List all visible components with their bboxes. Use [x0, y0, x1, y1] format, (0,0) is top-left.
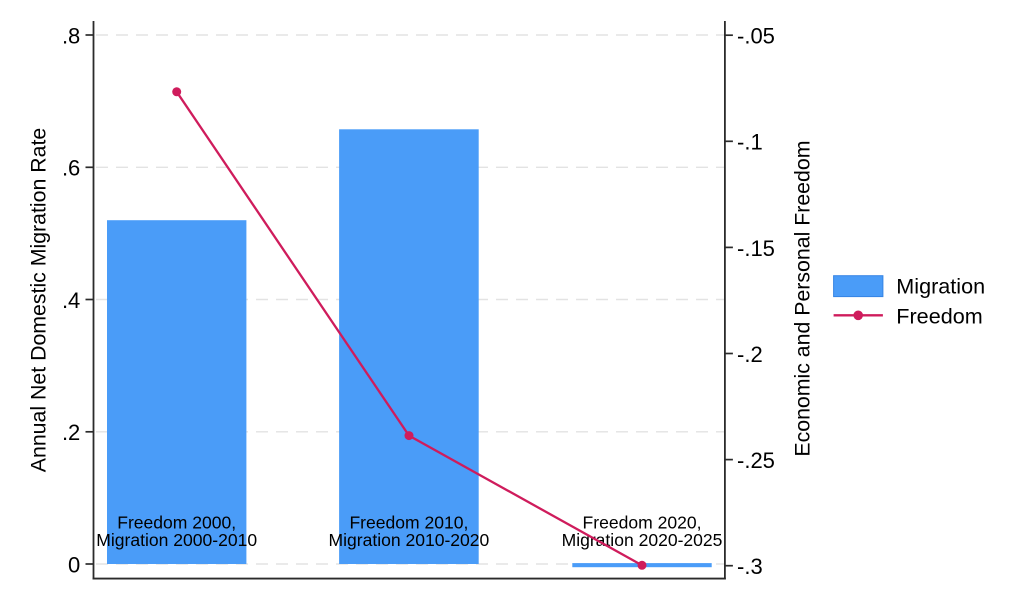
svg-text:.8: .8 [62, 23, 80, 48]
svg-text:Migration 2000-2010: Migration 2000-2010 [96, 530, 257, 550]
svg-text:Freedom 2020,: Freedom 2020, [583, 512, 702, 532]
svg-text:0: 0 [68, 552, 80, 577]
svg-text:.6: .6 [62, 156, 80, 181]
svg-text:-.1: -.1 [737, 130, 763, 155]
svg-text:Migration: Migration [896, 274, 985, 299]
svg-text:Migration 2020-2025: Migration 2020-2025 [562, 530, 723, 550]
svg-text:Annual Net Domestic Migration: Annual Net Domestic Migration Rate [26, 128, 50, 472]
svg-text:Freedom 2000,: Freedom 2000, [117, 512, 236, 532]
svg-text:Freedom 2010,: Freedom 2010, [349, 512, 468, 532]
svg-text:Freedom: Freedom [896, 304, 982, 329]
svg-text:-.25: -.25 [737, 448, 775, 473]
svg-text:-.3: -.3 [737, 554, 763, 579]
svg-text:Economic and Personal Freedom: Economic and Personal Freedom [790, 141, 814, 457]
svg-text:-.2: -.2 [737, 342, 763, 367]
svg-text:-.05: -.05 [737, 24, 775, 49]
svg-text:.4: .4 [62, 288, 80, 313]
svg-text:-.15: -.15 [737, 236, 775, 261]
svg-text:.2: .2 [62, 420, 80, 445]
svg-text:Migration 2010-2020: Migration 2010-2020 [328, 530, 489, 550]
